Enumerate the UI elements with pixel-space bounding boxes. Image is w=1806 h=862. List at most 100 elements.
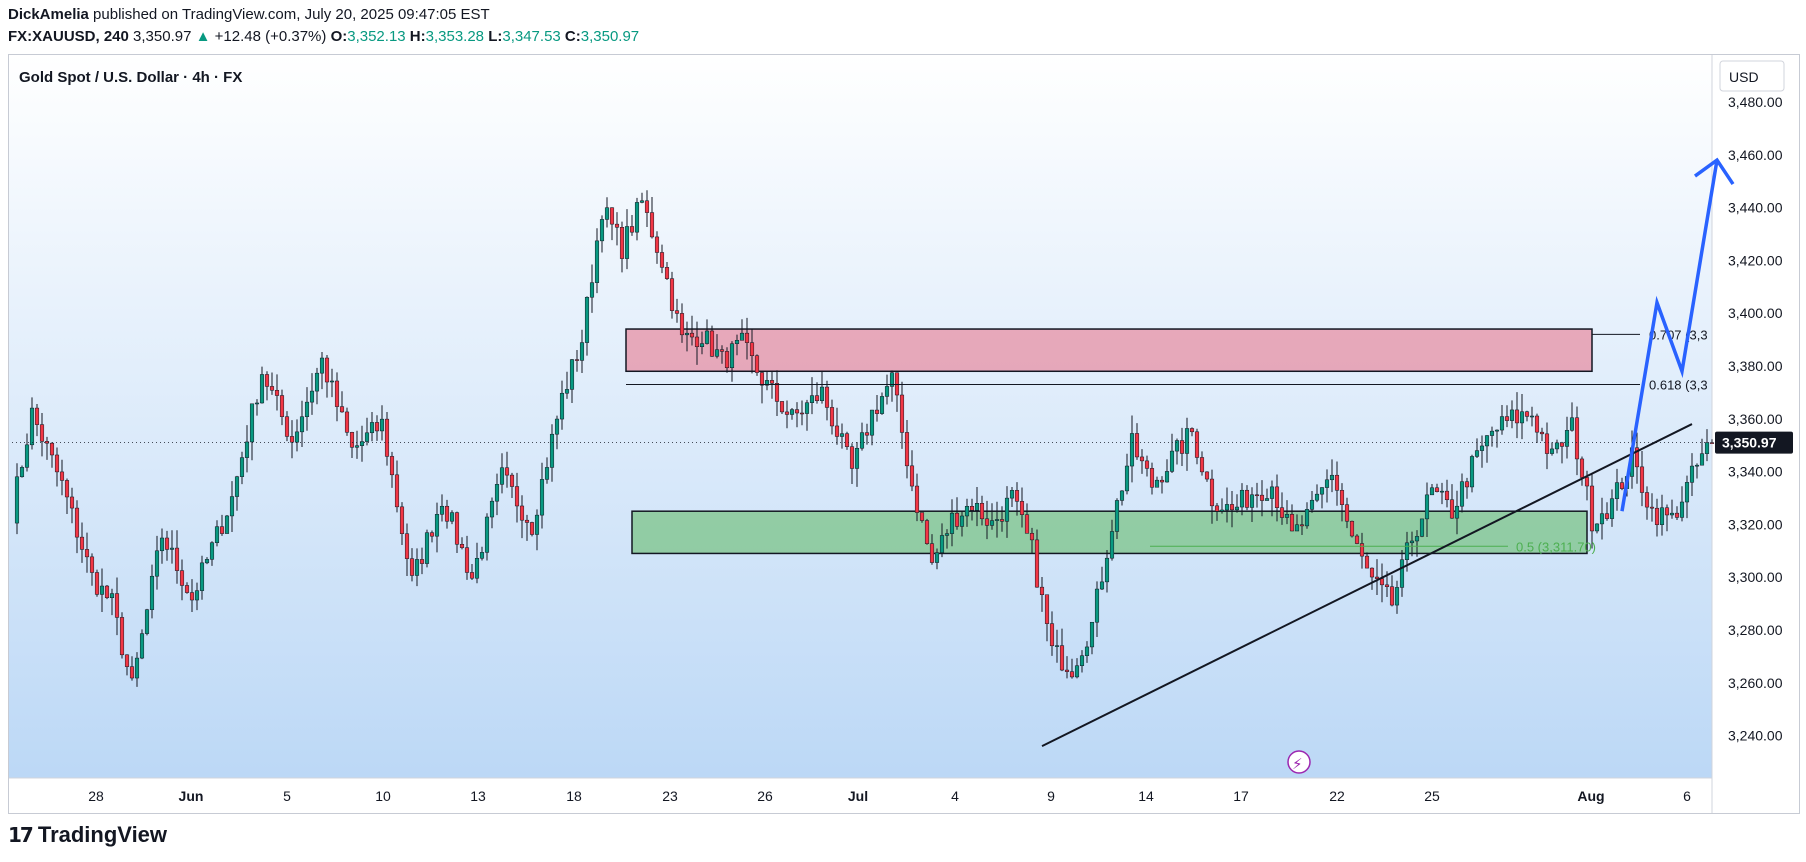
candle-body (879, 396, 885, 414)
candle-body (1524, 411, 1530, 417)
candle-body (1699, 453, 1705, 466)
candle-body (1484, 435, 1490, 447)
candle-body (739, 332, 745, 341)
candle-body (299, 416, 305, 433)
x-tick-label: 4 (951, 788, 959, 804)
candle-body (889, 372, 895, 387)
candle-body (1389, 586, 1395, 606)
candle-body (1634, 447, 1640, 468)
y-tick-label: 3,280.00 (1728, 622, 1783, 638)
candle-body (154, 550, 160, 577)
candle-body (654, 236, 660, 253)
candle-body (1489, 430, 1495, 436)
chart-title: Gold Spot / U.S. Dollar · 4h · FX (19, 69, 242, 86)
candle-body (704, 330, 710, 344)
brand-name: TradingView (37, 822, 168, 847)
candle-body (1274, 486, 1280, 508)
candle-body (1074, 665, 1080, 678)
x-tick-label: Jun (179, 788, 204, 804)
candle-body (1359, 543, 1365, 557)
candle-body (989, 520, 995, 526)
author-name[interactable]: DickAmelia (8, 6, 89, 23)
candle-body (1264, 498, 1270, 501)
candle-body (1414, 536, 1420, 542)
projection-path[interactable] (1620, 159, 1719, 512)
candle-body (1299, 524, 1305, 527)
currency-button[interactable]: USD (1719, 60, 1785, 92)
candle-body (804, 402, 810, 414)
candle-body (1039, 586, 1045, 595)
candle-body (734, 340, 740, 344)
candle-body (1064, 669, 1070, 672)
candle-body (1144, 460, 1150, 469)
candle-body (1534, 415, 1540, 433)
candle-body (1639, 466, 1645, 493)
ascending-trendline[interactable] (1041, 423, 1693, 748)
x-tick-label: 25 (1424, 788, 1440, 804)
x-tick-label: 14 (1138, 788, 1154, 804)
x-tick-label: 26 (757, 788, 773, 804)
candle-body (1154, 479, 1160, 488)
currency-label: USD (1729, 69, 1759, 85)
resistance-zone[interactable] (625, 328, 1593, 373)
candle-body (129, 666, 135, 679)
close-value: 3,350.97 (580, 28, 640, 45)
symbol-label[interactable]: FX:XAUUSD, 240 (8, 28, 129, 45)
candle-body (624, 226, 630, 259)
candle-body (1209, 478, 1215, 507)
candle-body (779, 401, 785, 413)
candle-body (1289, 514, 1295, 532)
candle-body (1004, 497, 1010, 522)
candle-body (339, 406, 345, 413)
candle-body (909, 465, 915, 487)
candle-body (69, 496, 75, 509)
candle-body (1069, 671, 1075, 678)
candle-body (784, 411, 790, 415)
low-label: L: (488, 28, 503, 45)
candle-body (1184, 428, 1190, 454)
candle-body (1564, 430, 1570, 447)
candle-body (1549, 448, 1555, 454)
candle-body (1404, 542, 1410, 560)
candle-body (1164, 471, 1170, 483)
candle-body (1054, 645, 1060, 647)
candle-body (324, 357, 330, 383)
candle-body (194, 590, 200, 601)
y-tick-label: 3,460.00 (1728, 147, 1783, 163)
candle-body (1109, 531, 1115, 559)
candle-body (1599, 513, 1605, 525)
candle-body (414, 559, 420, 576)
candle-body (144, 609, 150, 634)
candle-body (1079, 655, 1085, 666)
candle-body (279, 395, 285, 417)
candle-body (229, 496, 235, 517)
candle-body (559, 392, 565, 420)
candle-body (954, 512, 960, 527)
candle-body (204, 559, 210, 564)
candle-body (1374, 576, 1380, 579)
candle-body (114, 593, 120, 618)
chart-frame[interactable] (8, 54, 1800, 814)
candle-body (824, 386, 830, 408)
candle-body (999, 519, 1005, 522)
candle-body (1609, 498, 1615, 519)
candle-body (1014, 490, 1020, 502)
candle-body (329, 380, 335, 383)
candle-body (1594, 523, 1600, 532)
candle-body (399, 506, 405, 534)
candle-body (1369, 567, 1375, 578)
candle-body (1614, 482, 1620, 499)
candle-body (1029, 533, 1035, 541)
candle-body (859, 432, 865, 449)
candle-body (1674, 512, 1680, 518)
lightning-icon[interactable]: ⚡ (1287, 750, 1311, 774)
tradingview-logo[interactable]: 17 TradingView (8, 822, 167, 848)
candle-body (1319, 487, 1325, 495)
candle-body (159, 537, 165, 552)
candle-body (1249, 494, 1255, 508)
y-tick-label: 3,340.00 (1728, 464, 1783, 480)
candle-body (724, 351, 730, 369)
candle-body (949, 512, 955, 534)
candle-body (664, 267, 670, 279)
